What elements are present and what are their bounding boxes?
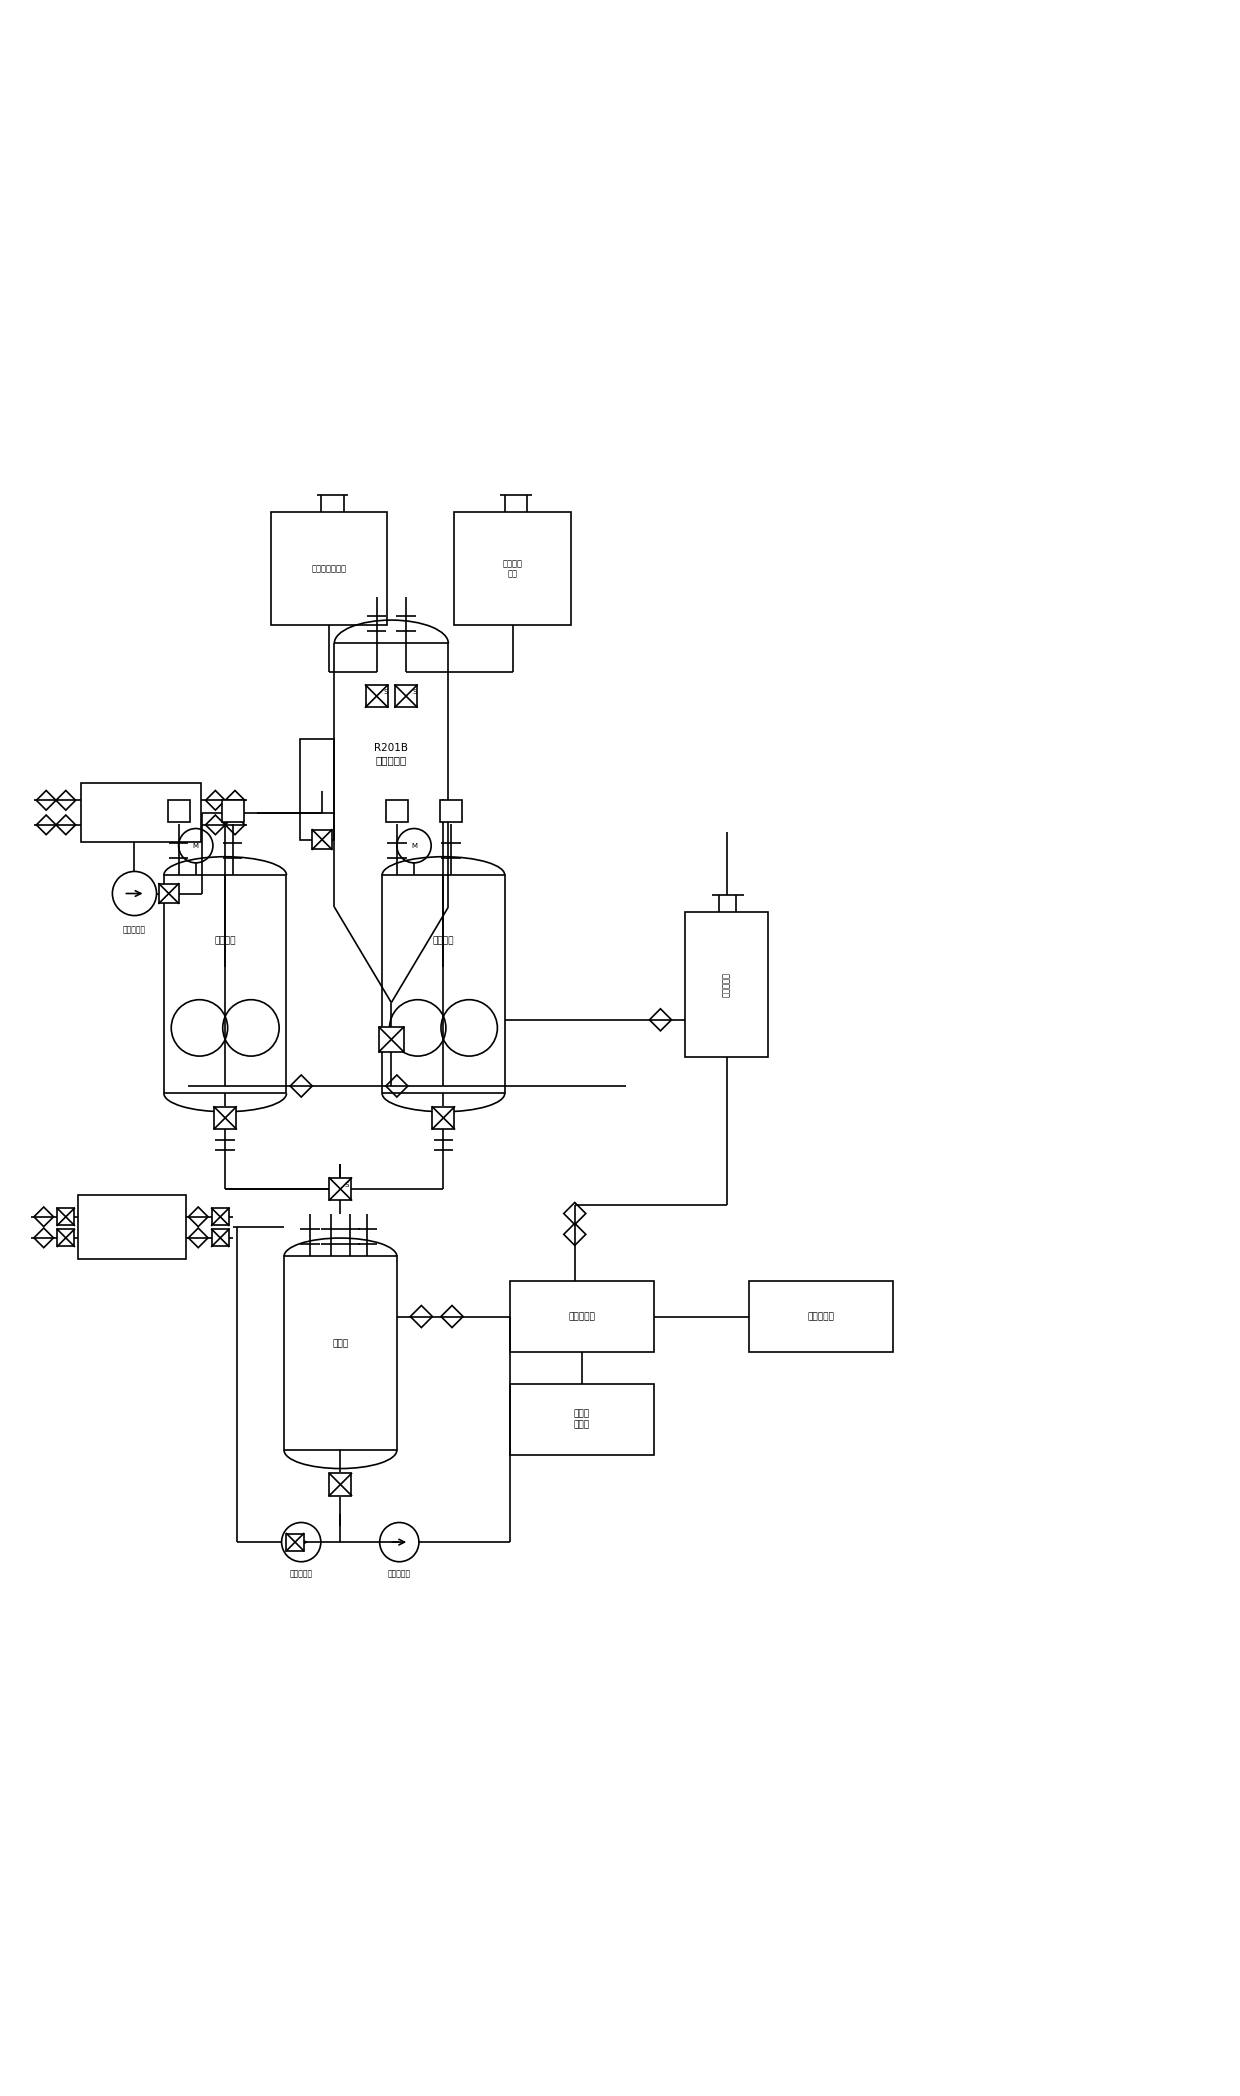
Bar: [396, 685, 417, 706]
Text: 硫化液釜: 硫化液釜: [215, 937, 236, 945]
Text: M: M: [410, 843, 417, 849]
Bar: [382, 876, 505, 1094]
Bar: [212, 1228, 229, 1247]
Text: R201B
硫化反应釜: R201B 硫化反应釜: [374, 744, 408, 765]
Bar: [78, 1195, 186, 1260]
Text: 水解酸相槽: 水解酸相槽: [807, 1312, 835, 1320]
Text: 水解釜: 水解釜: [332, 1339, 348, 1348]
Bar: [366, 685, 388, 706]
Bar: [167, 801, 190, 822]
Bar: [386, 801, 408, 822]
Bar: [330, 1473, 351, 1497]
Bar: [284, 1256, 397, 1450]
Bar: [57, 1228, 74, 1247]
Bar: [286, 1534, 304, 1551]
Bar: [330, 1178, 351, 1201]
Bar: [379, 1027, 403, 1052]
Text: S: S: [345, 1182, 348, 1188]
Text: 水解分层槽: 水解分层槽: [569, 1312, 595, 1320]
Bar: [81, 784, 201, 843]
Text: 水解循环泵: 水解循环泵: [290, 1570, 312, 1578]
Text: 三氧化硫高位槽: 三氧化硫高位槽: [311, 564, 346, 572]
Bar: [312, 830, 332, 849]
Bar: [300, 740, 335, 840]
Text: S: S: [383, 690, 387, 696]
Bar: [455, 511, 570, 625]
Bar: [222, 801, 243, 822]
Text: 水解循环泵: 水解循环泵: [388, 1570, 410, 1578]
Text: 酸水计量槽: 酸水计量槽: [722, 973, 732, 998]
Bar: [440, 801, 461, 822]
Bar: [164, 876, 286, 1094]
Bar: [510, 1281, 655, 1352]
Text: 硫化液釜: 硫化液釜: [433, 937, 454, 945]
Bar: [270, 511, 387, 625]
Text: S: S: [413, 690, 417, 696]
Text: 中间体高
位槽: 中间体高 位槽: [502, 560, 523, 578]
Text: 水解有
机相槽: 水解有 机相槽: [574, 1411, 590, 1429]
Bar: [749, 1281, 894, 1352]
Bar: [684, 912, 769, 1056]
Bar: [57, 1207, 74, 1226]
Bar: [510, 1383, 655, 1455]
Bar: [212, 1207, 229, 1226]
Bar: [215, 1107, 237, 1130]
Text: 硫化循环泵: 硫化循环泵: [123, 926, 146, 935]
Bar: [433, 1107, 455, 1130]
Bar: [159, 885, 179, 903]
Text: M: M: [192, 843, 198, 849]
